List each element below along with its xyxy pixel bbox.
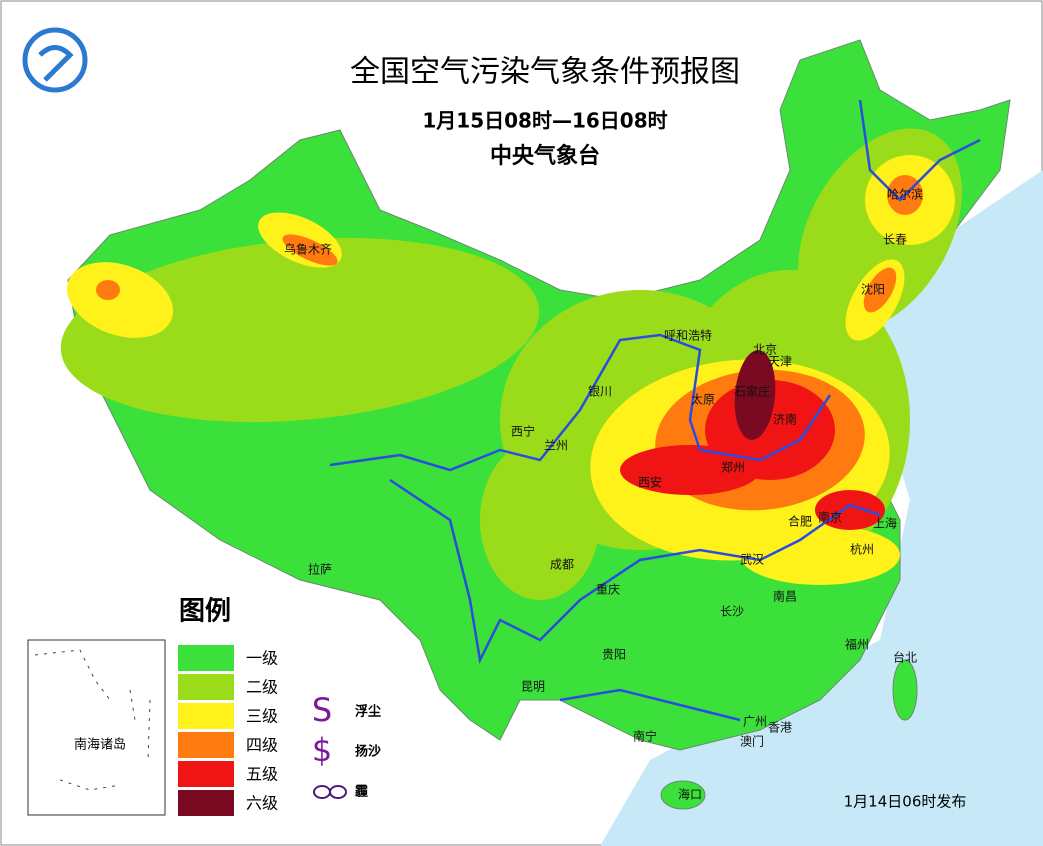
pollution-zone bbox=[60, 237, 540, 423]
legend-swatch bbox=[178, 761, 234, 787]
period: 1月15日08时—16日08时 bbox=[422, 109, 667, 133]
yangtze-river bbox=[389, 478, 881, 664]
legend-swatch bbox=[178, 645, 234, 671]
pollution-zone bbox=[815, 490, 885, 530]
legend-label: 四级 bbox=[246, 736, 278, 755]
legend-symbol: S bbox=[312, 691, 332, 729]
city-label: 重庆 bbox=[596, 583, 620, 597]
logo-mark bbox=[38, 45, 74, 82]
city-label: 济南 bbox=[773, 412, 797, 427]
pollution-zone bbox=[480, 440, 600, 600]
legend-symbol-label: 浮尘 bbox=[355, 704, 381, 720]
hainan bbox=[660, 780, 706, 810]
sea bbox=[600, 170, 1043, 846]
rivers bbox=[329, 99, 981, 722]
city-label: 海口 bbox=[678, 787, 702, 802]
legend-symbol-label: 霾 bbox=[355, 785, 368, 800]
city-label: 石家庄 bbox=[734, 384, 770, 399]
legend-swatch bbox=[178, 732, 234, 758]
pearl-river bbox=[559, 688, 741, 722]
city-label: 西宁 bbox=[511, 424, 535, 439]
pollution-zone bbox=[282, 234, 338, 266]
city-label: 南宁 bbox=[633, 729, 657, 744]
city-label: 郑州 bbox=[721, 460, 745, 475]
city-label: 银川 bbox=[588, 385, 612, 399]
legend-swatch bbox=[178, 703, 234, 729]
city-label: 乌鲁木齐 bbox=[284, 242, 332, 257]
issuer: 中央气象台 bbox=[490, 143, 600, 169]
inset-box bbox=[27, 639, 166, 816]
city-label: 南昌 bbox=[773, 589, 797, 604]
city-label: 北京 bbox=[753, 343, 777, 357]
haze-symbol bbox=[329, 785, 347, 799]
city-label: 武汉 bbox=[740, 553, 764, 567]
inset-label: 南海诸岛 bbox=[74, 737, 126, 753]
release-time: 1月14日06时发布 bbox=[844, 793, 967, 811]
city-label: 太原 bbox=[691, 392, 715, 407]
legend-symbol-label: 扬沙 bbox=[355, 744, 381, 760]
city-label: 广州 bbox=[743, 715, 767, 729]
city-label: 长沙 bbox=[720, 605, 744, 619]
logo bbox=[22, 27, 88, 93]
pollution-zone bbox=[66, 262, 174, 338]
legend-label: 六级 bbox=[246, 794, 278, 813]
city-label: 杭州 bbox=[850, 542, 874, 557]
city-label: 拉萨 bbox=[308, 562, 332, 577]
city-label: 上海 bbox=[873, 516, 897, 531]
legend-label: 五级 bbox=[246, 765, 278, 784]
pollution-zone bbox=[734, 350, 776, 440]
legend-title: 图例 bbox=[179, 597, 231, 627]
legend-swatch bbox=[178, 790, 234, 816]
city-label: 长春 bbox=[883, 233, 907, 247]
taiwan bbox=[892, 659, 918, 721]
legend-label: 一级 bbox=[246, 649, 278, 668]
city-label: 昆明 bbox=[521, 680, 545, 694]
city-label: 成都 bbox=[550, 558, 574, 572]
legend-swatch bbox=[178, 674, 234, 700]
songhua-river bbox=[858, 99, 981, 202]
city-label: 南京 bbox=[818, 510, 842, 525]
city-label: 呼和浩特 bbox=[664, 328, 712, 343]
pollution-zone bbox=[863, 267, 897, 313]
city-label: 兰州 bbox=[544, 439, 568, 453]
pollution-zone bbox=[96, 280, 120, 300]
legend-symbol: $ bbox=[312, 731, 332, 769]
city-label: 香港 bbox=[768, 721, 792, 735]
city-label: 哈尔滨 bbox=[887, 187, 923, 202]
city-label: 合肥 bbox=[788, 514, 812, 529]
city-label: 西安 bbox=[638, 475, 662, 490]
city-label: 沈阳 bbox=[861, 282, 885, 297]
city-label: 贵阳 bbox=[602, 648, 626, 662]
pollution-zone bbox=[740, 525, 900, 585]
city-label: 台北 bbox=[893, 650, 917, 665]
city-label: 澳门 bbox=[740, 734, 764, 749]
legend-label: 三级 bbox=[246, 707, 278, 726]
legend-label: 二级 bbox=[246, 678, 278, 697]
map-title: 全国空气污染气象条件预报图 bbox=[350, 55, 740, 90]
city-label: 天津 bbox=[768, 355, 792, 369]
city-label: 福州 bbox=[845, 637, 869, 652]
pollution-zones bbox=[60, 128, 962, 600]
yellow-river bbox=[329, 333, 832, 472]
